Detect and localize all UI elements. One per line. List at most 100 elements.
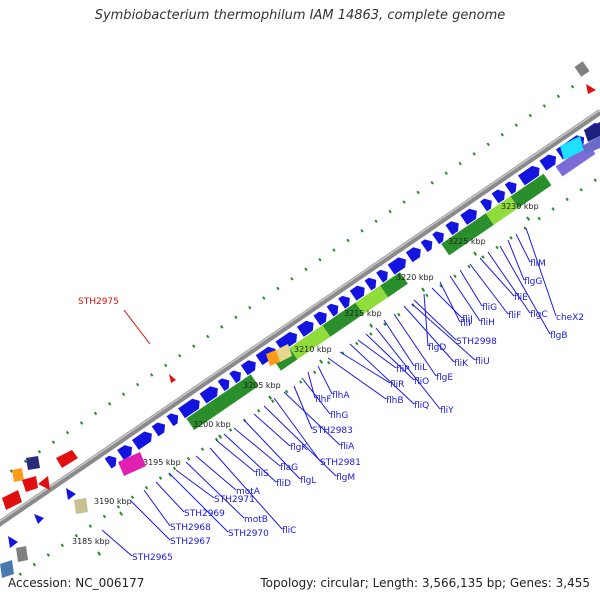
gene-label[interactable]: STH2998 bbox=[456, 337, 497, 347]
tick-mark bbox=[60, 543, 64, 548]
gene-feature[interactable] bbox=[460, 208, 477, 225]
gene-label[interactable]: fliQ bbox=[414, 401, 429, 411]
gene-feature[interactable] bbox=[217, 378, 230, 392]
tick-mark bbox=[248, 305, 252, 310]
gene-feature[interactable] bbox=[420, 239, 433, 253]
gene-label[interactable]: flgK bbox=[290, 443, 308, 453]
gene-label[interactable]: motB bbox=[244, 515, 268, 525]
gene-feature[interactable] bbox=[376, 269, 388, 283]
gene-label[interactable]: flgE bbox=[436, 373, 453, 383]
gene-feature[interactable] bbox=[186, 402, 218, 431]
gene-feature[interactable] bbox=[229, 370, 241, 384]
tick-mark bbox=[135, 382, 140, 387]
khaki-feature bbox=[276, 344, 292, 362]
gene-feature[interactable] bbox=[539, 154, 557, 171]
tick-mark bbox=[556, 94, 561, 99]
gene-feature[interactable] bbox=[504, 181, 517, 195]
gene-label[interactable]: fliL bbox=[414, 363, 427, 373]
gene-label[interactable]: flgG bbox=[524, 277, 542, 287]
gene-feature[interactable] bbox=[355, 285, 389, 315]
gene-label[interactable]: flgL bbox=[300, 476, 316, 486]
gene-label[interactable]: STH2971 bbox=[214, 495, 255, 505]
gene-feature[interactable] bbox=[387, 257, 406, 275]
gene-feature[interactable] bbox=[480, 198, 492, 212]
gene-label[interactable]: fliI bbox=[460, 319, 471, 329]
gene-feature[interactable] bbox=[338, 295, 350, 309]
gene-feature[interactable] bbox=[510, 173, 552, 208]
gene-feature[interactable] bbox=[485, 196, 519, 225]
gene-feature[interactable] bbox=[322, 302, 364, 337]
gene-feature[interactable] bbox=[104, 455, 117, 469]
gene-label[interactable]: STH2981 bbox=[320, 458, 361, 468]
genome-backbone bbox=[0, 109, 600, 527]
gene-feature[interactable] bbox=[255, 346, 276, 366]
gene-feature[interactable] bbox=[445, 221, 459, 236]
gene-label[interactable]: flgD bbox=[428, 343, 446, 353]
gene-feature[interactable] bbox=[441, 213, 494, 256]
gene-label[interactable]: flhG bbox=[330, 411, 348, 421]
gene-label[interactable]: flhB bbox=[386, 396, 404, 406]
gene-label[interactable]: STH2967 bbox=[170, 537, 211, 547]
gene-label[interactable]: fliJ bbox=[462, 315, 473, 325]
leader-line bbox=[469, 263, 509, 315]
gene-feature[interactable] bbox=[166, 413, 179, 427]
gene-label[interactable]: fliA bbox=[340, 442, 355, 452]
gene-label[interactable]: fliY bbox=[440, 406, 454, 416]
gene-feature[interactable] bbox=[178, 398, 200, 419]
gene-feature[interactable] bbox=[405, 247, 421, 263]
gene-feature[interactable] bbox=[380, 272, 408, 298]
gene-label[interactable]: fliD bbox=[276, 479, 291, 489]
gene-feature[interactable] bbox=[518, 165, 540, 186]
gene-feature[interactable] bbox=[349, 285, 365, 301]
gene-label[interactable]: motA bbox=[236, 487, 261, 497]
gene-feature[interactable] bbox=[491, 189, 505, 204]
tick-mark bbox=[318, 257, 322, 262]
gene-label[interactable]: fliH bbox=[480, 318, 495, 328]
gene-feature[interactable] bbox=[199, 386, 218, 404]
scale-label: 3215 kbp bbox=[344, 309, 382, 318]
tick-mark bbox=[88, 524, 93, 528]
gene-label[interactable]: fliG bbox=[482, 303, 497, 313]
leader-line bbox=[185, 461, 245, 519]
gene-feature[interactable] bbox=[364, 277, 377, 291]
gene-feature[interactable] bbox=[289, 325, 331, 360]
leader-line bbox=[233, 427, 281, 467]
gene-label[interactable]: fliE bbox=[514, 293, 528, 303]
gene-label[interactable]: fliF bbox=[508, 311, 521, 321]
tick-mark bbox=[579, 187, 583, 192]
navy-feature bbox=[584, 122, 600, 142]
highlighted-gene-label[interactable]: STH2975 bbox=[78, 297, 119, 307]
gene-label[interactable]: flgB bbox=[550, 331, 568, 341]
gene-label[interactable]: fliO bbox=[414, 377, 429, 387]
gene-label[interactable]: fliC bbox=[282, 526, 296, 536]
gene-label[interactable]: STH2983 bbox=[312, 426, 353, 436]
leader-line bbox=[317, 365, 333, 395]
gene-feature[interactable] bbox=[313, 311, 327, 326]
gene-label[interactable]: STH2968 bbox=[170, 523, 211, 533]
gene-feature[interactable] bbox=[240, 360, 256, 376]
gene-feature[interactable] bbox=[296, 320, 314, 337]
gene-label[interactable]: fliR bbox=[390, 380, 404, 390]
gene-label[interactable]: fliS bbox=[255, 469, 269, 479]
gene-feature[interactable] bbox=[432, 231, 444, 245]
gene-feature[interactable] bbox=[131, 431, 152, 450]
gene-label[interactable]: STH2965 bbox=[132, 553, 173, 563]
gene-label[interactable]: STH2969 bbox=[184, 509, 225, 519]
gene-feature[interactable] bbox=[326, 303, 339, 317]
gene-label[interactable]: cheX2 bbox=[556, 313, 584, 323]
gene-label[interactable]: flhA bbox=[332, 391, 350, 401]
gene-feature[interactable] bbox=[275, 332, 298, 352]
gene-feature[interactable] bbox=[209, 374, 259, 415]
genome-backbone-highlight bbox=[0, 109, 600, 523]
gene-feature[interactable] bbox=[151, 422, 166, 437]
tick-mark bbox=[186, 457, 191, 461]
gene-label[interactable]: flgM bbox=[336, 473, 355, 483]
gene-label[interactable]: fliK bbox=[454, 359, 469, 369]
gene-feature[interactable] bbox=[117, 445, 133, 461]
gene-label[interactable]: fliU bbox=[475, 357, 490, 367]
tick-mark bbox=[290, 277, 294, 281]
gene-label[interactable]: flhF bbox=[315, 395, 332, 405]
gene-label[interactable]: STH2970 bbox=[228, 529, 269, 539]
